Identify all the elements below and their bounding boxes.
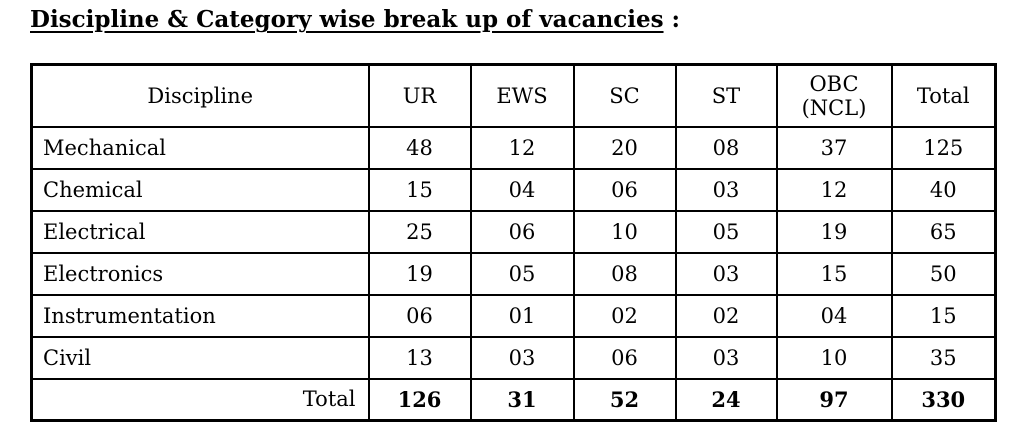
grand-total-cell: 330 (890, 377, 997, 422)
obc-cell: 04 (775, 293, 893, 338)
header-ur: UR (367, 63, 472, 128)
ews-total-cell: 31 (469, 377, 575, 422)
sc-cell: 20 (572, 125, 677, 170)
header-ews: EWS (469, 63, 575, 128)
header-row: Discipline UR EWS SC ST OBC (NCL) Total (30, 63, 997, 128)
table-row-civil: Civil 13 03 06 03 10 35 (30, 335, 997, 380)
ews-cell: 04 (469, 167, 575, 212)
ews-cell: 06 (469, 209, 575, 254)
ews-cell: 12 (469, 125, 575, 170)
sc-cell: 08 (572, 251, 677, 296)
header-st: ST (674, 63, 778, 128)
ur-cell: 13 (367, 335, 472, 380)
ews-cell: 03 (469, 335, 575, 380)
table-row-instrumentation: Instrumentation 06 01 02 02 04 15 (30, 293, 997, 338)
header-obc-line2: (NCL) (801, 95, 867, 120)
total-label-cell: Total (30, 377, 370, 422)
st-cell: 03 (674, 335, 778, 380)
st-cell: 03 (674, 167, 778, 212)
obc-cell: 15 (775, 251, 893, 296)
sc-cell: 06 (572, 335, 677, 380)
header-obc-line1: OBC (809, 71, 859, 96)
st-cell: 02 (674, 293, 778, 338)
discipline-cell: Civil (30, 335, 370, 380)
obc-total-cell: 97 (775, 377, 893, 422)
table-header: Discipline UR EWS SC ST OBC (NCL) Total (30, 63, 997, 128)
sc-cell: 06 (572, 167, 677, 212)
table-row-mechanical: Mechanical 48 12 20 08 37 125 (30, 125, 997, 170)
total-cell: 35 (890, 335, 997, 380)
ur-cell: 06 (367, 293, 472, 338)
header-sc: SC (572, 63, 677, 128)
ur-cell: 15 (367, 167, 472, 212)
st-total-cell: 24 (674, 377, 778, 422)
ur-cell: 19 (367, 251, 472, 296)
ews-cell: 01 (469, 293, 575, 338)
header-obc: OBC (NCL) (775, 63, 893, 128)
table-row-total: Total 126 31 52 24 97 330 (30, 377, 997, 422)
vacancy-table: Discipline UR EWS SC ST OBC (NCL) Total … (30, 63, 997, 422)
sc-total-cell: 52 (572, 377, 677, 422)
page-title: Discipline & Category wise break up of v… (30, 6, 680, 33)
header-total: Total (890, 63, 997, 128)
total-cell: 15 (890, 293, 997, 338)
discipline-cell: Mechanical (30, 125, 370, 170)
ur-total-cell: 126 (367, 377, 472, 422)
obc-cell: 19 (775, 209, 893, 254)
st-cell: 03 (674, 251, 778, 296)
header-discipline: Discipline (30, 63, 370, 128)
sc-cell: 02 (572, 293, 677, 338)
ur-cell: 48 (367, 125, 472, 170)
ur-cell: 25 (367, 209, 472, 254)
total-cell: 125 (890, 125, 997, 170)
table-body: Mechanical 48 12 20 08 37 125 Chemical 1… (30, 125, 997, 422)
ews-cell: 05 (469, 251, 575, 296)
total-cell: 50 (890, 251, 997, 296)
table-row-electronics: Electronics 19 05 08 03 15 50 (30, 251, 997, 296)
table-row-chemical: Chemical 15 04 06 03 12 40 (30, 167, 997, 212)
obc-cell: 10 (775, 335, 893, 380)
obc-cell: 37 (775, 125, 893, 170)
page-title-text: Discipline & Category wise break up of v… (30, 6, 664, 33)
total-cell: 65 (890, 209, 997, 254)
page-title-colon: : (663, 6, 681, 33)
total-cell: 40 (890, 167, 997, 212)
discipline-cell: Chemical (30, 167, 370, 212)
st-cell: 05 (674, 209, 778, 254)
discipline-cell: Electrical (30, 209, 370, 254)
obc-cell: 12 (775, 167, 893, 212)
discipline-cell: Instrumentation (30, 293, 370, 338)
st-cell: 08 (674, 125, 778, 170)
sc-cell: 10 (572, 209, 677, 254)
table-row-electrical: Electrical 25 06 10 05 19 65 (30, 209, 997, 254)
discipline-cell: Electronics (30, 251, 370, 296)
